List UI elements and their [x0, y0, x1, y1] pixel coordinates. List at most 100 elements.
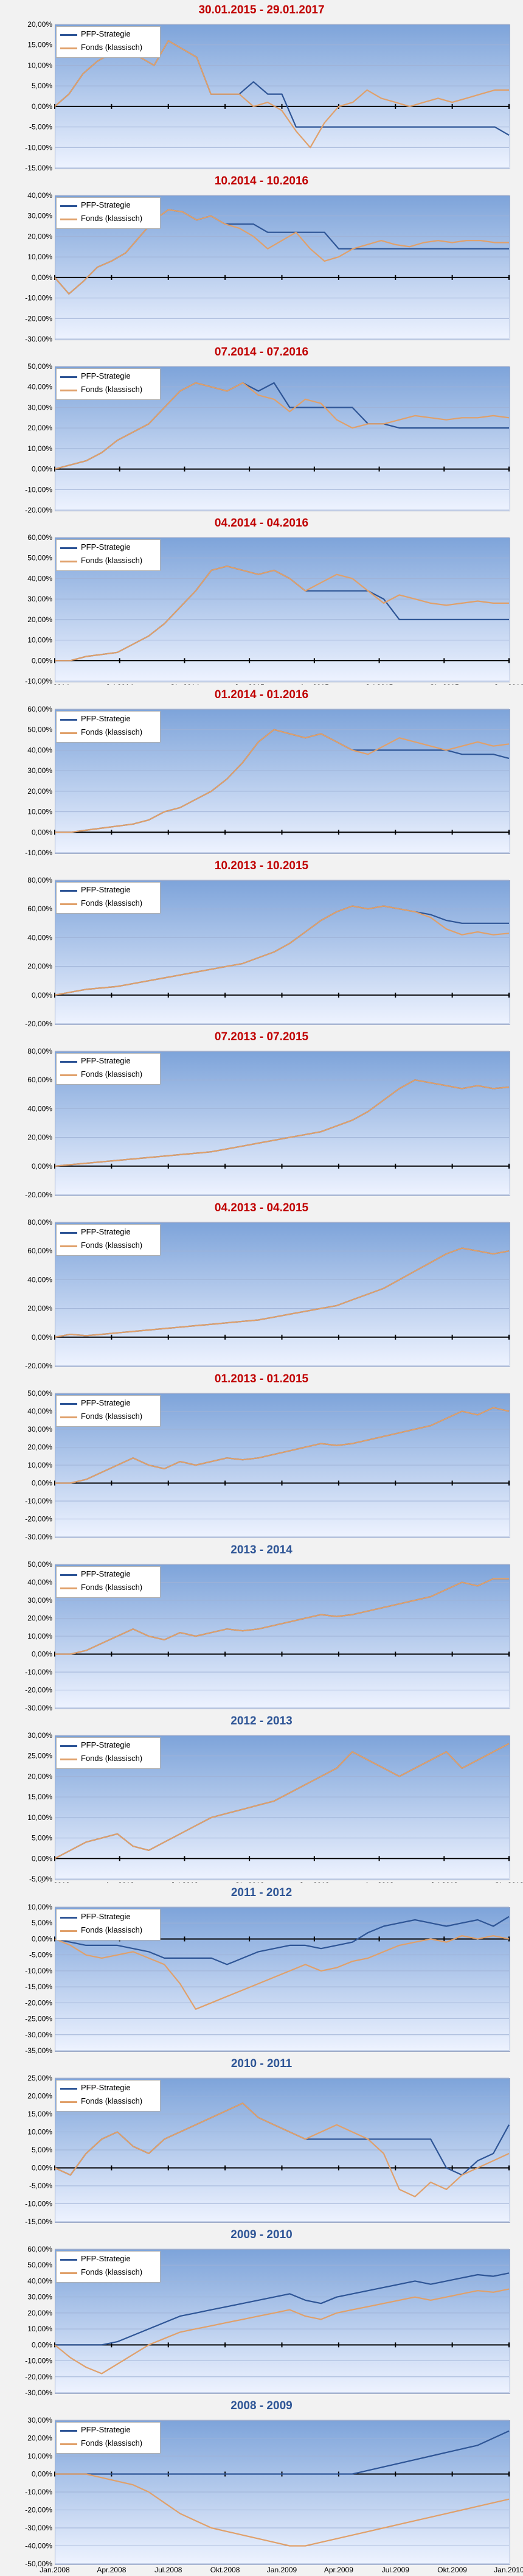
legend-swatch [60, 390, 77, 391]
chart-block: 10.2013 - 10.2015 80,00% 60,00% 40,00% 20,00… [0, 856, 523, 1036]
y-tick-label: 60,00% [27, 905, 52, 913]
legend-item: PFP-Strategie [60, 714, 158, 725]
series-line-pfp-strategie [55, 729, 510, 833]
chart-block: 07.2014 - 07.2016 50,00% 40,00% 30,00% 20,00… [0, 342, 523, 522]
y-tick-label: 30,00% [27, 1425, 52, 1433]
y-tick-label: -20,00% [25, 1191, 52, 1199]
legend-swatch [60, 547, 77, 549]
y-tick-label: 20,00% [27, 962, 52, 971]
y-tick-label: -10,00% [25, 2488, 52, 2496]
series-line-pfp-strategie [55, 2272, 510, 2346]
y-tick-label: -10,00% [25, 294, 52, 303]
legend-item: Fonds (klassisch) [60, 1412, 158, 1423]
y-tick-label: 40,00% [27, 383, 52, 391]
x-tick-label: Jul.2008 [154, 2566, 182, 2574]
y-tick-label: -50,00% [25, 2560, 52, 2568]
y-tick-label: 10,00% [27, 808, 52, 816]
chart-block: 2012 - 2013 30,00% 25,00% 20,00% 15,00% 10,00… [0, 1711, 523, 1891]
legend-swatch [60, 1061, 77, 1063]
legend-label: Fonds (klassisch) [81, 1241, 143, 1250]
series-line-fonds-klassisch [55, 1407, 510, 1484]
legend-swatch [60, 2101, 77, 2103]
legend-item: Fonds (klassisch) [60, 385, 158, 396]
legend-swatch [60, 719, 77, 721]
y-tick-label: 60,00% [27, 705, 52, 713]
chart-title: 30.01.2015 - 29.01.2017 [198, 4, 325, 16]
legend-swatch [60, 205, 77, 207]
legend-swatch [60, 903, 77, 905]
y-tick-label: 25,00% [27, 1752, 52, 1760]
y-tick-label: 10,00% [27, 2128, 52, 2137]
chart-title: 2013 - 2014 [230, 1544, 293, 1556]
legend: PFP-Strategie Fonds (klassisch) [56, 882, 161, 914]
y-tick-label: 10,00% [27, 61, 52, 69]
legend-label: Fonds (klassisch) [81, 1583, 143, 1592]
legend-item: PFP-Strategie [60, 2254, 158, 2265]
legend-label: Fonds (klassisch) [81, 1925, 143, 1934]
series-line-fonds-klassisch [55, 2473, 510, 2547]
legend-item: Fonds (klassisch) [60, 1583, 158, 1594]
series-line-pfp-strategie [54, 1247, 510, 1338]
x-tick-label: Jan.2010 [494, 2566, 523, 2574]
chart-block: 10.2014 - 10.2016 40,00% 30,00% 20,00% 10,00… [0, 171, 523, 351]
y-tick-label: -20,00% [25, 1686, 52, 1695]
legend-swatch [60, 2259, 77, 2261]
y-tick-label: 15,00% [27, 41, 52, 49]
series-line-fonds-klassisch [54, 209, 509, 295]
y-tick-label: 0,00% [32, 1162, 52, 1171]
y-tick-label: -20,00% [25, 2373, 52, 2381]
legend-item: PFP-Strategie [60, 2083, 158, 2094]
y-tick-label: 20,00% [27, 1443, 52, 1452]
y-tick-label: -35,00% [25, 2046, 52, 2055]
chart-title: 10.2013 - 10.2015 [214, 859, 309, 872]
legend: PFP-Strategie Fonds (klassisch) [56, 711, 161, 743]
y-tick-label: 30,00% [27, 2293, 52, 2301]
x-tick-label: Jul.2009 [382, 2566, 410, 2574]
y-tick-label: 0,00% [32, 828, 52, 836]
y-tick-label: 40,00% [27, 2277, 52, 2285]
legend-item: Fonds (klassisch) [60, 2096, 158, 2107]
legend-label: PFP-Strategie [81, 1398, 131, 1407]
y-tick-label: 40,00% [27, 1275, 52, 1284]
y-tick-label: 40,00% [27, 574, 52, 583]
y-tick-label: 20,00% [27, 615, 52, 624]
y-tick-label: 20,00% [27, 1614, 52, 1623]
y-tick-label: 40,00% [27, 746, 52, 754]
y-tick-label: -10,00% [25, 1967, 52, 1975]
y-tick-label: 10,00% [27, 2325, 52, 2333]
chart-title: 2011 - 2012 [230, 1886, 293, 1899]
series-line-fonds-klassisch [54, 1743, 510, 1860]
legend-label: Fonds (klassisch) [81, 214, 143, 223]
legend-swatch [60, 2443, 77, 2445]
x-tick-label: Okt.2008 [210, 2566, 240, 2574]
y-tick-label: 60,00% [27, 2245, 52, 2253]
y-tick-label: 10,00% [27, 253, 52, 261]
y-tick-label: 5,00% [32, 2146, 52, 2154]
legend-swatch [60, 890, 77, 892]
legend-label: PFP-Strategie [81, 29, 131, 38]
y-tick-label: 50,00% [27, 726, 52, 734]
y-tick-label: -20,00% [25, 2506, 52, 2515]
legend-label: PFP-Strategie [81, 1227, 131, 1236]
legend-item: PFP-Strategie [60, 200, 158, 211]
legend-label: PFP-Strategie [81, 542, 131, 551]
series-line-pfp-strategie [54, 905, 509, 996]
y-tick-label: -10,00% [25, 143, 52, 152]
legend-label: Fonds (klassisch) [81, 1412, 143, 1421]
legend-swatch [60, 732, 77, 734]
y-tick-label: 20,00% [27, 232, 52, 240]
chart-title: 01.2013 - 01.2015 [214, 1373, 309, 1385]
y-tick-label: 40,00% [27, 1578, 52, 1587]
y-tick-label: 10,00% [27, 1903, 52, 1911]
legend: PFP-Strategie Fonds (klassisch) [56, 1737, 161, 1769]
chart-block: 07.2013 - 07.2015 80,00% 60,00% 40,00% 20,00… [0, 1027, 523, 1207]
y-tick-label: -10,00% [25, 849, 52, 857]
y-tick-label: 60,00% [27, 1247, 52, 1255]
y-tick-label: 80,00% [27, 1047, 52, 1055]
y-tick-label: 30,00% [27, 595, 52, 603]
y-tick-label: 20,00% [27, 424, 52, 432]
series-line-fonds-klassisch [54, 2288, 510, 2375]
y-tick-label: 80,00% [27, 876, 52, 884]
y-tick-label: -30,00% [25, 335, 52, 343]
legend-swatch [60, 1917, 77, 1919]
